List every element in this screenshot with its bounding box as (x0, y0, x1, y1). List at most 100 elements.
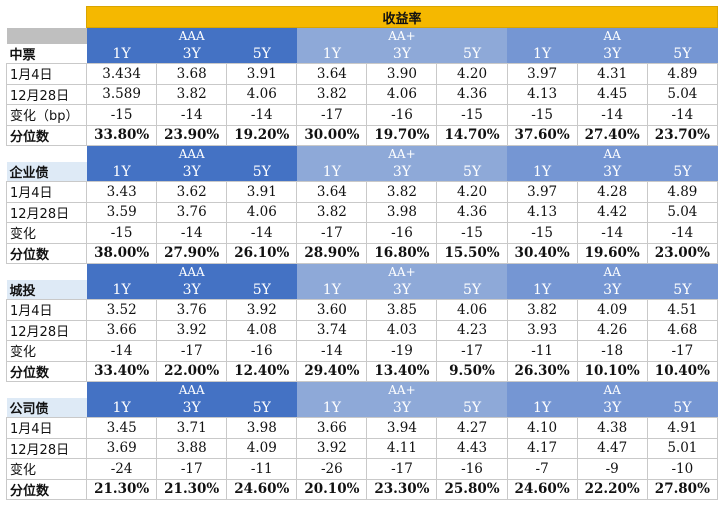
value-cell: 27.90% (156, 242, 228, 264)
value-cell: 38.00% (86, 242, 158, 264)
rating-header-cell (296, 27, 367, 44)
tenor-header: 3Y (577, 162, 648, 182)
section-group-header-row: AAA AA+ AA (6, 381, 718, 398)
row-label: 12月28日 (5, 437, 88, 459)
value-cell: -15 (506, 104, 578, 126)
value-cell: 4.20 (436, 63, 508, 85)
value-cell: -10 (646, 458, 719, 480)
value-cell: 3.82 (156, 83, 228, 105)
row-label: 分位数 (5, 478, 88, 500)
value-cell: 3.434 (86, 63, 158, 85)
value-cell: -24 (86, 458, 158, 480)
rating-header: AAA (156, 263, 227, 280)
table-row: 1月4日 3.45 3.71 3.98 3.66 3.94 4.27 4.10 4.38 4.91 (5, 417, 719, 439)
rating-header-cell (86, 263, 157, 280)
value-cell: -14 (296, 340, 368, 362)
rating-header-cell (647, 381, 718, 398)
tenor-header: 5Y (436, 44, 508, 64)
value-cell: 19.60% (576, 242, 648, 264)
section-tenor-header-row: 公司债 1Y 3Y 5Y 1Y 3Y 5Y 1Y 3Y 5Y (6, 398, 718, 418)
rating-header-cell (507, 145, 578, 162)
rating-header: AAA (156, 381, 227, 398)
value-cell: 4.10 (506, 417, 578, 439)
tenor-header: 1Y (507, 162, 578, 182)
row-label: 变化 (5, 222, 88, 244)
rating-header-cell (436, 263, 508, 280)
value-cell: 33.40% (86, 360, 158, 382)
value-cell: 3.82 (296, 83, 368, 105)
value-cell: -16 (226, 340, 298, 362)
value-cell: 23.00% (646, 242, 719, 264)
value-cell: 3.92 (296, 437, 368, 459)
value-cell: 4.31 (576, 63, 648, 85)
value-cell: 3.92 (156, 319, 228, 341)
value-cell: 3.43 (86, 181, 158, 203)
tenor-header: 5Y (436, 398, 508, 418)
row-label: 分位数 (5, 124, 88, 146)
row-label: 分位数 (5, 242, 88, 264)
tenor-header: 5Y (226, 44, 297, 64)
value-cell: -9 (576, 458, 648, 480)
table-row: 12月28日 3.66 3.92 4.08 3.74 4.03 4.23 3.93 4.26 4.… (5, 319, 719, 341)
table-row: 分位数 33.80% 23.90% 19.20% 30.00% 19.70% 14.70% 3… (5, 124, 719, 146)
value-cell: -14 (226, 222, 298, 244)
rating-header: AA+ (366, 27, 437, 44)
row-label: 1月4日 (5, 63, 88, 85)
value-cell: 4.23 (436, 319, 508, 341)
value-cell: 4.06 (226, 201, 298, 223)
rating-header: AA+ (366, 263, 437, 280)
tenor-header: 1Y (296, 162, 367, 182)
tenor-header: 1Y (86, 280, 157, 300)
tenor-header: 1Y (86, 162, 157, 182)
tenor-header: 3Y (366, 44, 437, 64)
value-cell: 4.36 (436, 83, 508, 105)
section-name: 企业债 (6, 162, 87, 182)
value-cell: 3.45 (86, 417, 158, 439)
section-group-header-row: AAA AA+ AA (6, 263, 718, 280)
rating-header-cell (436, 381, 508, 398)
value-cell: 3.85 (366, 299, 438, 321)
value-cell: -26 (296, 458, 368, 480)
tenor-header: 1Y (507, 280, 578, 300)
value-cell: -16 (366, 222, 438, 244)
value-cell: 19.20% (226, 124, 298, 146)
value-cell: 4.06 (436, 299, 508, 321)
row-label: 12月28日 (5, 83, 88, 105)
value-cell: -17 (156, 340, 228, 362)
section-name: 城投 (6, 280, 87, 300)
value-cell: -14 (646, 104, 719, 126)
value-cell: 5.01 (646, 437, 719, 459)
value-cell: -14 (576, 104, 648, 126)
value-cell: -15 (86, 222, 158, 244)
rating-header-cell (436, 145, 508, 162)
value-cell: -17 (296, 104, 368, 126)
row-label: 12月28日 (5, 201, 88, 223)
value-cell: 4.47 (576, 437, 648, 459)
rating-header: AA (577, 145, 648, 162)
value-cell: 24.60% (226, 478, 298, 500)
value-cell: 3.82 (366, 181, 438, 203)
value-cell: 3.66 (86, 319, 158, 341)
value-cell: 3.76 (156, 299, 228, 321)
tenor-header: 3Y (577, 44, 648, 64)
rating-header-cell (226, 145, 297, 162)
value-cell: 4.38 (576, 417, 648, 439)
row-label: 变化 (5, 458, 88, 480)
table-row: 12月28日 3.589 3.82 4.06 3.82 4.06 4.36 4.13 4.45 5… (5, 83, 719, 105)
table-row: 1月4日 3.43 3.62 3.91 3.64 3.82 4.20 3.97 4.28 4.89 (5, 181, 719, 203)
value-cell: 13.40% (366, 360, 438, 382)
section-tenor-header-row: 企业债 1Y 3Y 5Y 1Y 3Y 5Y 1Y 3Y 5Y (6, 162, 718, 182)
tenor-header: 3Y (577, 280, 648, 300)
tenor-header: 5Y (647, 44, 718, 64)
row-label: 变化（bp） (5, 104, 88, 126)
value-cell: 4.03 (366, 319, 438, 341)
yield-table: 收益率 AAA AA+ AA 中票 1Y 3Y 5Y 1Y 3Y 5Y 1Y 3Y 5Y 1月4日 3.43… (5, 6, 719, 500)
rating-header-cell (436, 27, 508, 44)
value-cell: -14 (576, 222, 648, 244)
value-cell: 4.28 (576, 181, 648, 203)
rating-header-cell (226, 381, 297, 398)
value-cell: 3.91 (226, 181, 298, 203)
tenor-header: 5Y (436, 162, 508, 182)
rating-header-cell (507, 27, 578, 44)
value-cell: -15 (436, 222, 508, 244)
